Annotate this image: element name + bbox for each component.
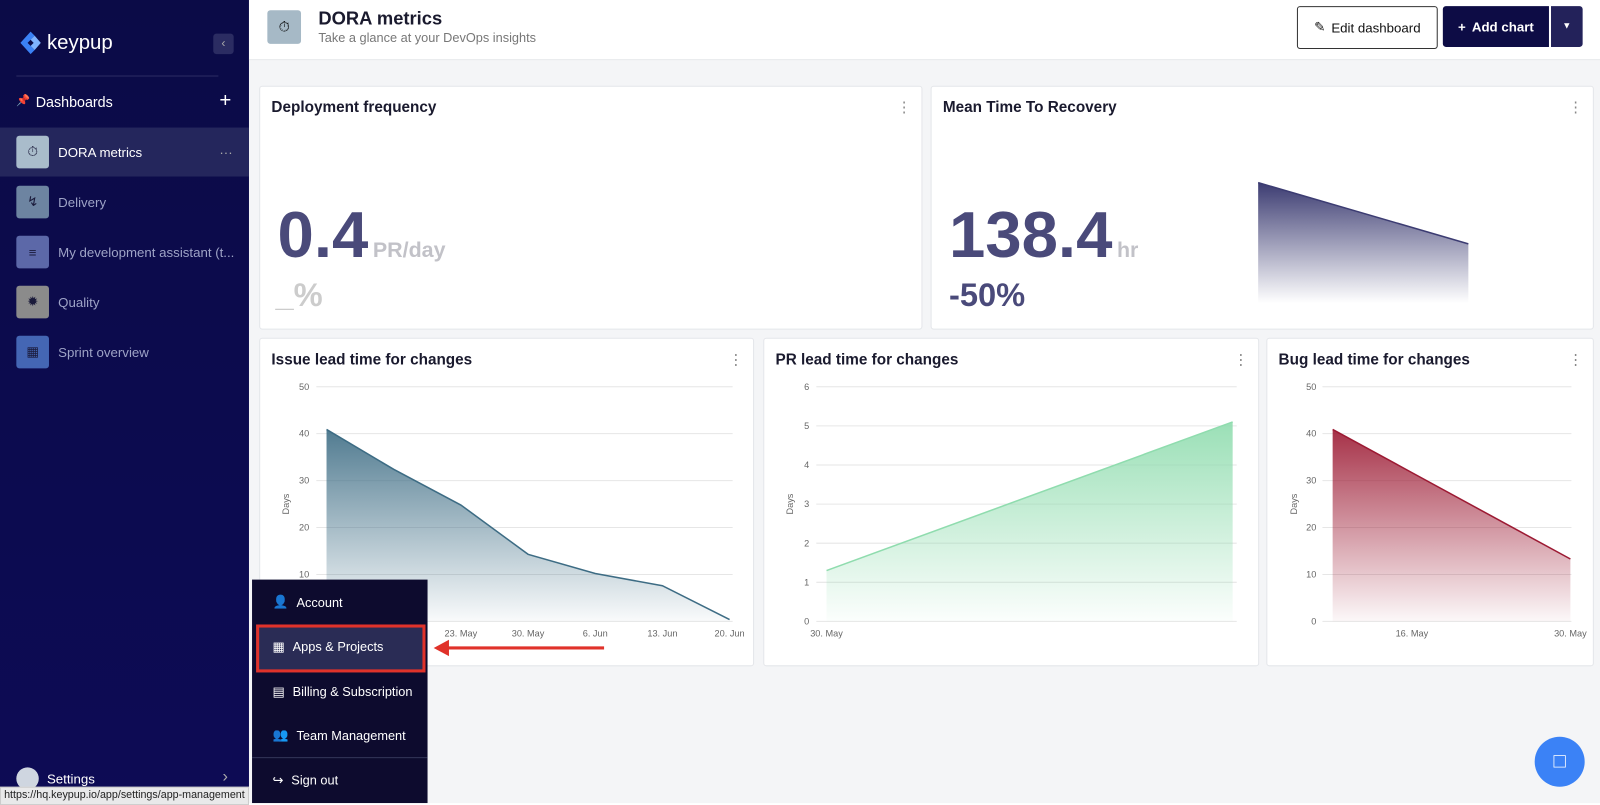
menu-label: Billing & Subscription <box>292 684 413 699</box>
menu-label: Apps & Projects <box>292 639 384 654</box>
chevron: › <box>222 768 228 786</box>
add-chart-button[interactable]: + Add chart <box>1442 6 1549 47</box>
card-menu[interactable]: ⋮ <box>728 351 743 368</box>
page-subtitle: Take a glance at your DevOps insights <box>318 30 537 45</box>
nav-icon: ✹ <box>16 285 49 319</box>
card-menu[interactable]: ⋮ <box>1233 351 1248 368</box>
header: ⏱ DORA metrics Take a glance at your Dev… <box>248 0 1600 61</box>
button-label: Add chart <box>1471 18 1534 35</box>
nav-label: Delivery <box>58 194 107 210</box>
highlight-box <box>256 624 426 673</box>
kpi-unit: hr <box>1116 238 1139 263</box>
nav-icon: ⏱ <box>16 135 49 169</box>
card-menu[interactable]: ⋮ <box>1568 351 1583 368</box>
nav-label: DORA metrics <box>58 144 143 160</box>
add-dashboard[interactable]: + <box>219 89 232 113</box>
divider <box>16 75 219 77</box>
settings[interactable]: Settings <box>46 771 95 787</box>
card-title: PR lead time for changes <box>775 351 959 369</box>
nav-item[interactable]: ↯ Delivery <box>0 178 249 227</box>
menu-label: Account <box>296 595 343 610</box>
card-menu[interactable]: ⋮ <box>1568 98 1583 116</box>
chart-card: PR lead time for changes ⋮ <box>763 337 1260 667</box>
add-chart-dropdown[interactable]: ▼ <box>1551 6 1583 47</box>
card-title: Deployment frequency <box>271 98 437 117</box>
menu-label: Sign out <box>291 772 339 788</box>
collapse-button[interactable]: ‹ <box>213 33 234 55</box>
logo <box>20 31 41 55</box>
nav-label: Quality <box>58 294 100 310</box>
dashboard-icon: ⏱ <box>267 10 302 44</box>
card-title: Mean Time To Recovery <box>942 98 1117 117</box>
chart-card: Bug lead time for changes ⋮ <box>1266 337 1594 667</box>
sparkline <box>1257 181 1469 304</box>
kpi-card: Deployment frequency ⋮ 0.4 PR/day _% <box>259 85 923 330</box>
more[interactable]: ··· <box>219 144 233 160</box>
menu-item[interactable]: 👤 Account <box>272 594 343 610</box>
nav-icon: ↯ <box>16 185 49 219</box>
kpi-change: _% <box>275 276 323 314</box>
kpi-card: Mean Time To Recovery ⋮ 138.4 hr -50% <box>930 85 1594 330</box>
dashboards-label: Dashboards <box>35 93 113 111</box>
card-title: Issue lead time for changes <box>271 351 473 369</box>
nav-label: My development assistant (t... <box>58 244 235 260</box>
kpi-change: -50% <box>948 276 1026 314</box>
brand: keypup <box>46 31 113 55</box>
chat-button[interactable]: □ <box>1534 736 1585 787</box>
nav-label: Sprint overview <box>58 344 149 360</box>
settings-menu: 👤 Account ▦ Apps & Projects ▤ Billing & Sub… <box>252 579 428 804</box>
kpi-value: 138.4 <box>948 197 1113 272</box>
pin-icon: 📌 <box>16 94 31 108</box>
nav-icon: ≡ <box>16 235 49 269</box>
nav-item[interactable]: ≡ My development assistant (t... <box>0 228 249 277</box>
nav-item[interactable]: ✹ Quality <box>0 278 249 327</box>
nav-item[interactable]: ▦ Sprint overview <box>0 328 249 377</box>
status-url: https://hq.keypup.io/app/settings/app-ma… <box>0 786 249 805</box>
menu-item[interactable]: ▤ Billing & Subscription <box>272 684 413 699</box>
kpi-value: 0.4 <box>277 197 369 272</box>
divider <box>252 757 428 759</box>
button-label: Edit dashboard <box>1331 19 1421 36</box>
nav-icon: ▦ <box>16 335 49 369</box>
menu-item[interactable]: ▦ Apps & Projects <box>272 639 384 655</box>
sidebar: keypup ‹ 📌 Dashboards + ⏱ DORA metrics ···… <box>0 0 249 804</box>
card-menu[interactable]: ⋮ <box>896 98 912 116</box>
edit-dashboard-button[interactable]: ✎ Edit dashboard <box>1296 6 1438 49</box>
menu-item[interactable]: ↪ Sign out <box>272 772 339 788</box>
nav-item[interactable]: ⏱ DORA metrics ··· <box>0 127 249 177</box>
kpi-unit: PR/day <box>372 238 446 263</box>
card-title: Bug lead time for changes <box>1278 351 1470 369</box>
page-title: DORA metrics <box>318 8 443 29</box>
menu-label: Team Management <box>296 728 406 743</box>
menu-item[interactable]: 👥 Team Management <box>272 727 406 743</box>
avatar <box>16 767 39 790</box>
